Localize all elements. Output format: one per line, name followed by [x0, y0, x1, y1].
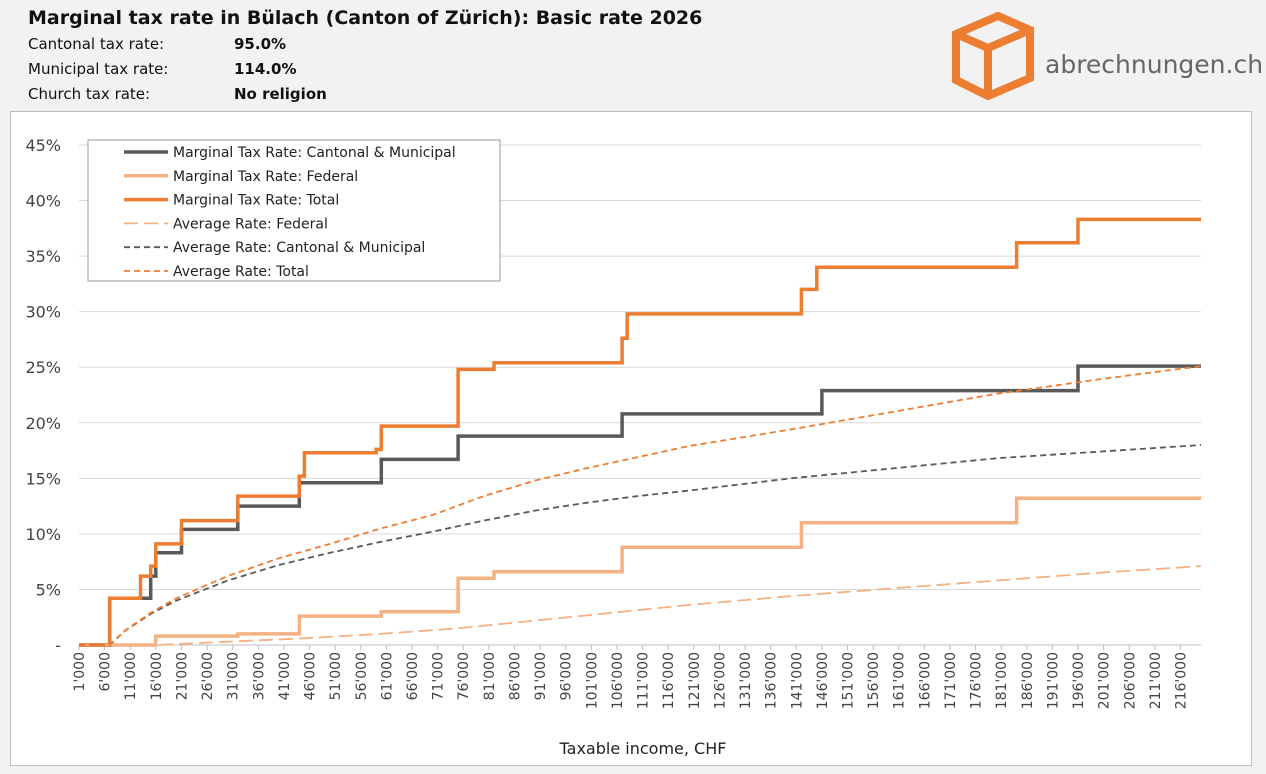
x-axis-ticks: 1'000 6'000 11'000 16'000 21'000 26'000 31'000…	[72, 645, 1190, 709]
chart-legend: Marginal Tax Rate: Cantonal & Municipal M…	[87, 139, 501, 282]
municipal-tax-rate-value: 114.0%	[234, 60, 297, 78]
legend-label: Average Rate: Federal	[173, 216, 328, 232]
x-tick-label: 31'000	[226, 652, 242, 700]
x-tick-label: 196'000	[1071, 652, 1087, 709]
church-tax-rate-value: No religion	[234, 85, 327, 103]
y-axis-ticks: - 5% 10% 15% 20% 25% 30% 35% 40% 45%	[25, 136, 61, 655]
y-tick-label: 10%	[25, 525, 61, 544]
legend-box	[87, 139, 501, 282]
chart-panel: - 5% 10% 15% 20% 25% 30% 35% 40% 45% 1'000 6'000 11…	[10, 111, 1252, 766]
series-layer	[79, 217, 1202, 647]
y-tick-label: 40%	[25, 192, 61, 211]
x-tick-label: 131'000	[738, 652, 754, 709]
x-tick-label: 176'000	[969, 652, 985, 709]
y-tick-label: 35%	[25, 247, 61, 266]
legend-label: Average Rate: Cantonal & Municipal	[173, 240, 425, 256]
x-tick-label: 41'000	[277, 652, 293, 700]
x-tick-label: 71'000	[431, 652, 447, 700]
x-tick-label: 86'000	[507, 652, 523, 700]
y-tick-label: 30%	[25, 303, 61, 322]
municipal-tax-rate-label: Municipal tax rate:	[28, 60, 169, 78]
x-tick-label: 116'000	[661, 652, 677, 709]
x-tick-label: 16'000	[149, 652, 165, 700]
x-tick-label: 101'000	[584, 652, 600, 709]
x-tick-label: 21'000	[174, 652, 190, 700]
y-tick-label: 20%	[25, 414, 61, 433]
y-tick-label: 25%	[25, 358, 61, 377]
x-tick-label: 111'000	[636, 652, 652, 709]
x-tick-label: 141'000	[789, 652, 805, 709]
series-line-marginal-tax-rate-cantonal-municipal	[79, 364, 1201, 647]
brand-name: abrechnungen.ch	[1045, 50, 1264, 79]
y-tick-label: 5%	[36, 580, 61, 599]
x-tick-label: 106'000	[610, 652, 626, 709]
x-tick-label: 61'000	[379, 652, 395, 700]
x-tick-label: 26'000	[200, 652, 216, 700]
x-tick-label: 191'000	[1045, 652, 1061, 709]
x-tick-label: 51'000	[328, 652, 344, 700]
x-tick-label: 161'000	[892, 652, 908, 709]
page-title: Marginal tax rate in Bülach (Canton of Z…	[28, 7, 703, 29]
cantonal-tax-rate-value: 95.0%	[234, 35, 287, 53]
legend-label: Marginal Tax Rate: Cantonal & Municipal	[173, 145, 456, 161]
x-tick-label: 186'000	[1020, 652, 1036, 709]
y-tick-label: -	[55, 636, 61, 655]
x-tick-label: 1'000	[72, 652, 88, 691]
x-tick-label: 56'000	[354, 652, 370, 700]
marginal-tax-rate-chart: - 5% 10% 15% 20% 25% 30% 35% 40% 45% 1'000 6'000 11…	[25, 136, 1202, 758]
y-tick-label: 45%	[25, 136, 61, 155]
x-tick-label: 136'000	[764, 652, 780, 709]
x-tick-label: 201'000	[1097, 652, 1113, 709]
x-tick-label: 166'000	[917, 652, 933, 709]
x-tick-label: 11'000	[123, 652, 139, 700]
x-tick-label: 146'000	[815, 652, 831, 709]
x-tick-label: 126'000	[712, 652, 728, 709]
x-tick-label: 171'000	[943, 652, 959, 709]
y-tick-label: 15%	[25, 469, 61, 488]
series-line-average-rate-federal	[79, 565, 1202, 646]
x-tick-label: 76'000	[456, 652, 472, 700]
x-tick-label: 211'000	[1148, 652, 1164, 709]
x-tick-label: 151'000	[840, 652, 856, 709]
x-tick-label: 36'000	[251, 652, 267, 700]
x-tick-label: 216'000	[1174, 652, 1190, 709]
legend-label: Average Rate: Total	[173, 264, 309, 280]
x-tick-label: 91'000	[533, 652, 549, 700]
x-tick-label: 46'000	[303, 652, 319, 700]
series-line-marginal-tax-rate-federal	[79, 496, 1201, 647]
x-tick-label: 156'000	[866, 652, 882, 709]
cantonal-tax-rate-label: Cantonal tax rate:	[28, 35, 165, 53]
orange-cube-icon	[952, 11, 1034, 101]
brand-logo[interactable]: abrechnungen.ch	[950, 11, 1264, 102]
x-tick-label: 206'000	[1122, 652, 1138, 709]
series-line-marginal-tax-rate-total	[79, 217, 1201, 647]
x-tick-label: 66'000	[405, 652, 421, 700]
church-tax-rate-label: Church tax rate:	[28, 85, 151, 103]
series-line-average-rate-cantonal-municipal	[79, 444, 1202, 646]
x-tick-label: 181'000	[994, 652, 1010, 709]
x-tick-label: 6'000	[98, 652, 114, 691]
legend-label: Marginal Tax Rate: Federal	[173, 169, 358, 185]
x-tick-label: 81'000	[482, 652, 498, 700]
x-axis-title: Taxable income, CHF	[559, 739, 727, 758]
x-tick-label: 96'000	[559, 652, 575, 700]
legend-label: Marginal Tax Rate: Total	[173, 193, 339, 209]
x-tick-label: 121'000	[687, 652, 703, 709]
